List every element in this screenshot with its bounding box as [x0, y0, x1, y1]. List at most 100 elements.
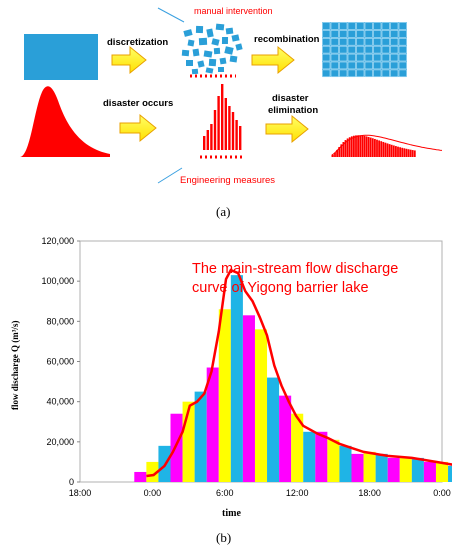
fine-bar	[367, 136, 370, 157]
scatter-block	[206, 28, 214, 38]
fine-bar	[382, 141, 385, 157]
grid-cell	[373, 53, 382, 62]
grid-cell	[356, 30, 365, 38]
discharge-bar	[242, 315, 255, 482]
fine-bar	[403, 148, 406, 157]
y-tick-label: 80,000	[46, 316, 74, 326]
histo-bar	[213, 110, 217, 150]
fine-bar	[332, 155, 334, 157]
grid-cell	[390, 37, 399, 46]
y-tick-label: 120,000	[41, 236, 74, 246]
grid-cell	[373, 61, 382, 70]
fine-bar	[336, 149, 338, 157]
fine-bar	[388, 144, 391, 157]
grid-cell	[330, 30, 339, 38]
grid-cell	[373, 69, 382, 78]
y-axis-ticks: 0 20,000 40,000 60,000 80,000 100,000 120,000	[41, 236, 80, 487]
scatter-block	[197, 60, 205, 68]
discharge-bar	[218, 309, 231, 482]
fine-bar	[392, 145, 395, 157]
grid-cell	[398, 53, 407, 62]
fine-bar	[363, 135, 366, 157]
grid-cell	[398, 37, 407, 46]
caption-a: (a)	[216, 204, 231, 219]
grid-cell	[364, 30, 373, 38]
discharge-bar	[254, 329, 268, 482]
grid-cell	[364, 69, 373, 78]
label-manual-intervention: manual intervention	[194, 6, 273, 16]
fine-bar	[353, 135, 355, 157]
grid-cell	[347, 69, 356, 78]
discretized-blocks	[181, 23, 243, 75]
fine-bar	[397, 146, 399, 157]
grid-cell	[356, 37, 365, 46]
fine-bar	[361, 135, 364, 157]
arrow-disaster-elimination	[265, 114, 309, 144]
fine-bar	[407, 149, 410, 157]
discharge-bar	[303, 431, 316, 482]
label-disaster-elimination-1: disaster	[272, 93, 309, 104]
fine-bar	[411, 150, 414, 157]
grid-cell	[339, 22, 348, 30]
fine-bar	[348, 137, 351, 157]
flow-discharge-chart: 0 20,000 40,000 60,000 80,000 100,000 120,000 …	[0, 228, 452, 524]
x-tick-label: 12:00	[286, 488, 309, 498]
fine-bar	[344, 140, 347, 157]
fine-bar	[369, 137, 372, 157]
grid-cell	[356, 69, 365, 78]
scatter-block	[195, 25, 204, 34]
fine-bar	[386, 143, 389, 157]
label-disaster-occurs: disaster occurs	[103, 98, 173, 109]
process-diagram-svg: discretization manual intervention recom…	[20, 6, 443, 186]
y-tick-label: 40,000	[46, 397, 74, 407]
grid-cell	[398, 45, 407, 54]
grid-cell	[364, 61, 373, 70]
fine-bar	[374, 138, 376, 157]
grid-cell	[398, 61, 407, 70]
discharge-curve	[146, 268, 452, 478]
grid-cell	[347, 61, 356, 70]
scatter-block	[231, 34, 240, 42]
grid-cell	[347, 22, 356, 30]
scatter-block	[224, 46, 234, 55]
original-block	[24, 34, 98, 80]
grid-cell	[390, 22, 399, 30]
eliminated-histogram	[331, 134, 443, 157]
fine-bar	[359, 135, 362, 157]
scatter-block	[208, 58, 217, 67]
fine-bar	[409, 149, 412, 157]
label-discretization: discretization	[107, 37, 168, 48]
fine-bar	[390, 144, 393, 157]
grid-cell	[390, 69, 399, 78]
discharge-bar	[399, 457, 412, 482]
grid-cell	[373, 22, 382, 30]
label-disaster-elimination-2: elimination	[268, 105, 318, 116]
scatter-block	[181, 49, 190, 57]
grid-cell	[322, 61, 331, 70]
scatter-block	[213, 47, 221, 55]
scatter-block	[203, 50, 213, 58]
discharge-bar	[363, 451, 376, 482]
grid-cell	[381, 69, 390, 78]
y-axis-label: flow discharge Q (m³/s)	[10, 321, 20, 410]
grid-cell	[381, 53, 390, 62]
histo-bar	[217, 96, 220, 150]
histo-bar	[224, 98, 227, 150]
discharge-bar	[351, 453, 364, 482]
discharge-bar	[327, 439, 340, 482]
fine-bar	[401, 147, 404, 157]
y-tick-label: 20,000	[46, 437, 74, 447]
scatter-block	[186, 60, 193, 66]
scatter-block	[217, 66, 225, 73]
histo-bar	[231, 112, 235, 150]
x-tick-label: 0:00	[433, 488, 451, 498]
scatter-block	[183, 29, 193, 37]
grid-cell	[364, 37, 373, 46]
pointer-engineering	[157, 167, 183, 184]
discharge-bar	[134, 471, 147, 482]
scatter-block	[215, 23, 225, 31]
fine-bar	[371, 138, 374, 157]
pointer-manual	[157, 7, 185, 23]
chart-svg: 020,00040,00060,00080,000100,000120,000 …	[10, 236, 452, 519]
grid-cell	[339, 53, 348, 62]
